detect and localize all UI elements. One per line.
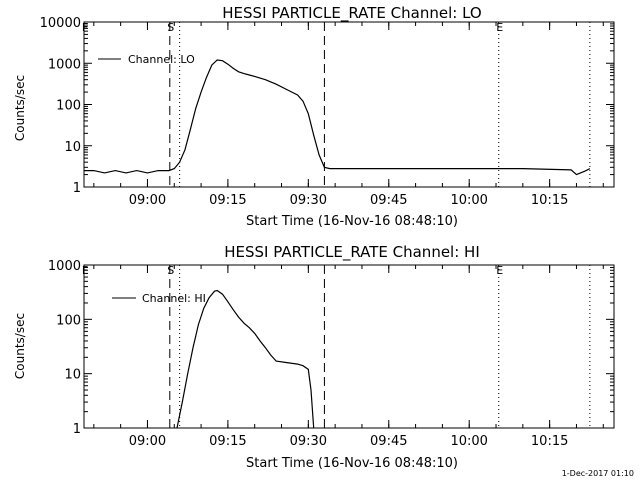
x-tick-label: 09:30 xyxy=(290,434,327,449)
y-tick-label: 10 xyxy=(64,140,81,155)
y-tick-label: 10 xyxy=(64,368,81,383)
x-axis-label: Start Time (16-Nov-16 08:48:10) xyxy=(246,456,458,471)
y-tick-label: 10000 xyxy=(40,16,81,31)
x-tick-label: 09:15 xyxy=(209,434,246,449)
chart-title: HESSI PARTICLE_RATE Channel: LO xyxy=(222,4,481,23)
marker-label: E xyxy=(496,264,503,277)
marker-label: S xyxy=(167,264,174,277)
y-tick-label: 1000 xyxy=(48,259,81,274)
x-tick-label: 10:15 xyxy=(531,193,568,208)
panel-hi: HESSI PARTICLE_RATE Channel: HI Start Ti… xyxy=(13,243,615,471)
marker-label: S xyxy=(167,21,174,34)
plot-frame xyxy=(83,264,615,429)
series-line xyxy=(84,59,591,176)
x-tick-label: 09:30 xyxy=(290,193,327,208)
x-tick-label: 09:15 xyxy=(209,193,246,208)
x-tick-label: 10:00 xyxy=(450,434,487,449)
x-tick-label: 09:45 xyxy=(370,434,407,449)
legend-label: Channel: LO xyxy=(128,53,195,66)
y-axis-label: Counts/sec xyxy=(13,75,27,141)
series-line xyxy=(176,289,315,429)
plot-frame xyxy=(83,21,615,188)
marker-label: F xyxy=(82,264,88,277)
legend-label: Channel: HI xyxy=(142,292,206,305)
x-tick-label: 10:00 xyxy=(450,193,487,208)
x-tick-label: 09:45 xyxy=(370,193,407,208)
panel-lo: HESSI PARTICLE_RATE Channel: LO Start Ti… xyxy=(13,4,615,229)
y-tick-label: 1 xyxy=(73,422,81,437)
marker-label: E xyxy=(496,21,503,34)
marker-label: F xyxy=(82,21,88,34)
x-axis-label: Start Time (16-Nov-16 08:48:10) xyxy=(246,214,458,229)
y-tick-label: 100 xyxy=(56,99,81,114)
footer-timestamp: 1-Dec-2017 01:10 xyxy=(561,469,634,478)
x-tick-label: 09:00 xyxy=(129,193,166,208)
y-tick-label: 100 xyxy=(56,313,81,328)
y-tick-label: 1 xyxy=(73,181,81,196)
y-axis-label: Counts/sec xyxy=(13,313,27,379)
y-tick-label: 1000 xyxy=(48,57,81,72)
x-tick-label: 10:15 xyxy=(531,434,568,449)
x-tick-label: 09:00 xyxy=(129,434,166,449)
chart-title: HESSI PARTICLE_RATE Channel: HI xyxy=(224,243,480,262)
